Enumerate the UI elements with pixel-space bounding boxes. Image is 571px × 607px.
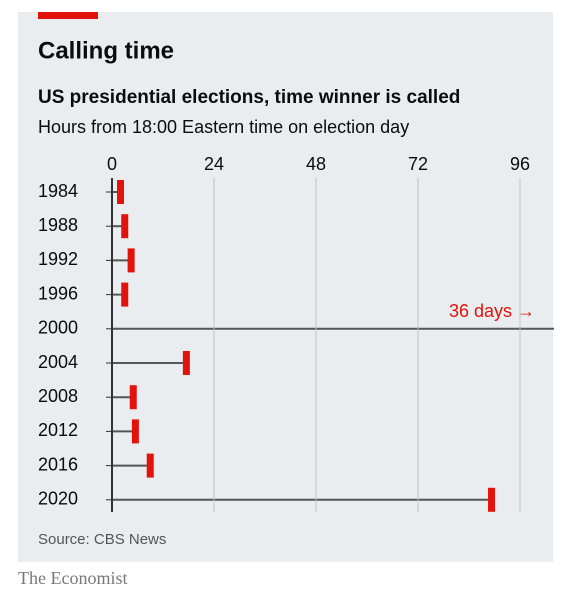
y-tick-label: 2012	[38, 420, 78, 440]
brand-bar	[38, 12, 98, 19]
bar-end	[127, 248, 135, 273]
bar-end	[182, 351, 190, 375]
x-tick-label: 72	[408, 154, 428, 174]
y-tick-label: 1984	[38, 181, 78, 201]
x-tick-label: 0	[107, 154, 117, 174]
bar-end	[121, 214, 129, 239]
y-tick-label: 2004	[38, 352, 78, 372]
bar-end	[129, 385, 137, 410]
bar-end	[131, 419, 139, 444]
plot	[112, 180, 554, 512]
publisher: The Economist	[18, 568, 127, 588]
chart-title: Calling time	[38, 37, 174, 64]
bar-end	[121, 282, 129, 307]
bar-end	[488, 487, 496, 512]
x-tick-label: 48	[306, 154, 326, 174]
y-tick-label: 1992	[38, 249, 78, 269]
y-tick-label: 2008	[38, 386, 78, 406]
bar-end	[117, 180, 124, 204]
y-tick-label: 1996	[38, 283, 78, 303]
chart-subtitle: US presidential elections, time winner i…	[38, 87, 460, 108]
x-tick-label: 24	[204, 154, 224, 174]
annotation: 36 days →	[449, 301, 535, 321]
panel	[18, 12, 553, 562]
y-tick-label: 2020	[38, 489, 78, 509]
x-tick-label: 96	[510, 154, 530, 174]
y-tick-label: 2000	[38, 318, 78, 338]
axis-label: Hours from 18:00 Eastern time on electio…	[38, 117, 409, 137]
y-tick-label: 1988	[38, 215, 78, 235]
bar-end	[146, 453, 154, 478]
source: Source: CBS News	[38, 531, 166, 548]
y-tick-label: 2016	[38, 454, 78, 474]
